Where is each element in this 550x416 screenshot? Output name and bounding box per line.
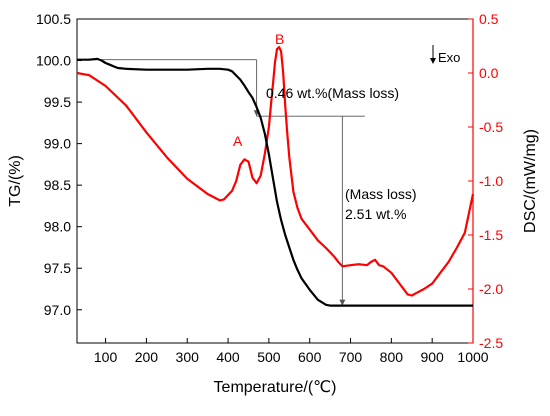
x-axis-label: Temperature/(℃): [214, 379, 337, 396]
y-left-tick-label: 97.5: [44, 260, 71, 276]
x-tick-label: 400: [216, 349, 240, 365]
y-left-tick-label: 98.5: [44, 177, 71, 193]
mass-loss-2-label-line1: (Mass loss): [345, 186, 417, 202]
y-left-tick-label: 99.5: [44, 94, 71, 110]
y-right-axis-ticks: -2.5 -2.0 -1.5 -1.0 -0.5 0.0 0.5: [468, 11, 503, 351]
exo-arrow-head: [430, 58, 436, 64]
x-tick-label: 700: [339, 349, 363, 365]
y-right-tick-label: 0.5: [479, 11, 499, 27]
peak-b-label: B: [275, 31, 284, 47]
y-left-tick-label: 97.0: [44, 302, 71, 318]
mass-loss-2-label-line2: 2.51 wt.%: [345, 206, 406, 222]
x-tick-label: 600: [298, 349, 322, 365]
x-tick-label: 100: [94, 349, 118, 365]
x-tick-label: 800: [380, 349, 404, 365]
series-line-tg: [77, 57, 473, 307]
exo-label: Exo: [438, 50, 460, 65]
x-axis-ticks: 100 200 300 400 500 600 700 800 900 1000: [94, 338, 489, 365]
y-left-tick-label: 100.5: [36, 11, 71, 27]
y-right-tick-label: -0.5: [479, 119, 503, 135]
series-line-dsc: [76, 46, 475, 297]
y-right-axis-label: DSC/(mW/mg): [522, 129, 539, 233]
y-right-tick-label: -1.0: [479, 173, 503, 189]
x-tick-label: 900: [420, 349, 444, 365]
annotation-arrowhead-2: [339, 299, 346, 306]
y-right-tick-label: 0.0: [479, 65, 499, 81]
y-right-tick-label: -1.5: [479, 227, 503, 243]
y-left-axis-ticks: 97.0 97.5 98.0 98.5 99.0 99.5 100.0 100.5: [36, 11, 82, 318]
exo-arrow-icon: [430, 45, 436, 64]
x-tick-label: 1000: [457, 349, 488, 365]
y-left-axis-label: TG/(%): [7, 155, 24, 207]
x-tick-label: 300: [176, 349, 200, 365]
y-left-tick-label: 100.0: [36, 53, 71, 69]
peak-a-label: A: [233, 133, 243, 149]
y-left-tick-label: 98.0: [44, 219, 71, 235]
y-right-tick-label: -2.0: [479, 281, 503, 297]
y-right-tick-label: -2.5: [479, 335, 503, 351]
mass-loss-1-label: 0.46 wt.%(Mass loss): [266, 85, 399, 101]
x-tick-label: 500: [257, 349, 281, 365]
x-tick-label: 200: [135, 349, 159, 365]
y-left-tick-label: 99.0: [44, 136, 71, 152]
